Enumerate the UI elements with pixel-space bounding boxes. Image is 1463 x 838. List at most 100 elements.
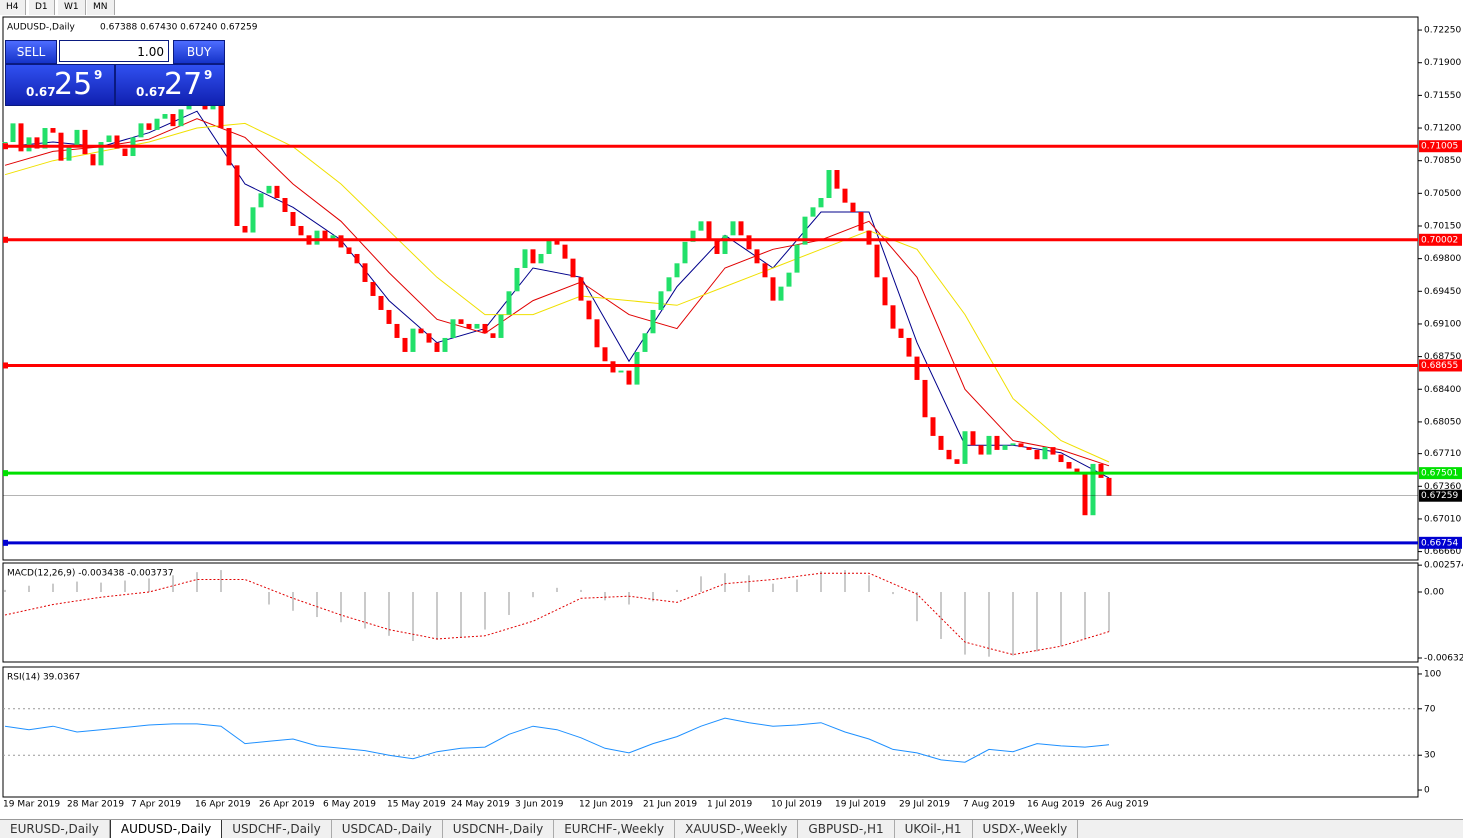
candle <box>722 235 728 254</box>
candle <box>594 319 600 348</box>
candle <box>530 249 536 264</box>
price-fraction: 9 <box>204 68 213 82</box>
candle <box>42 128 48 149</box>
candle <box>586 300 592 320</box>
level-tag <box>1419 536 1462 549</box>
timeframe-button[interactable]: W1 <box>58 0 86 15</box>
symbol-tab[interactable]: EURUSD-,Daily <box>0 820 110 838</box>
symbol-tab[interactable]: UKOil-,H1 <box>895 820 973 838</box>
candle <box>818 198 824 208</box>
candle <box>498 314 504 338</box>
y-tick-label: 0.69450 <box>1424 287 1461 297</box>
symbol-tab[interactable]: EURCHF-,Weekly <box>554 820 676 838</box>
candle <box>314 230 320 245</box>
candle <box>474 323 480 329</box>
y-tick-label: 100 <box>1424 669 1441 679</box>
level-label: 0.67259 <box>1421 491 1458 501</box>
level-handle <box>3 539 8 546</box>
y-tick-label: 0.67710 <box>1424 449 1461 459</box>
buy-button[interactable]: BUY <box>173 40 225 64</box>
candle <box>442 337 448 352</box>
panel-title: MACD(12,26,9) -0.003438 -0.003737 <box>7 569 173 579</box>
candle <box>82 129 88 155</box>
candle <box>426 333 432 343</box>
candle <box>866 230 872 245</box>
candle <box>378 295 384 310</box>
symbol-tab[interactable]: USDCNH-,Daily <box>443 820 555 838</box>
lots-input[interactable]: 1.00 <box>59 40 169 62</box>
y-tick-label: 0.69100 <box>1424 319 1461 329</box>
candle <box>186 104 192 110</box>
symbol-tab[interactable]: USDCHF-,Daily <box>222 820 332 838</box>
y-tick-label: 0.68400 <box>1424 385 1461 395</box>
candle <box>658 291 664 310</box>
candle <box>506 291 512 315</box>
candle <box>618 370 624 373</box>
candle <box>826 170 832 198</box>
x-tick-label: 26 Aug 2019 <box>1091 800 1149 810</box>
candle <box>842 188 848 203</box>
y-tick-label: 0.67010 <box>1424 514 1461 524</box>
candle <box>106 135 112 143</box>
symbol-tab[interactable]: USDCAD-,Daily <box>332 820 443 838</box>
candle <box>554 239 560 245</box>
symbol-tab[interactable]: USDX-,Weekly <box>973 820 1079 838</box>
candle <box>850 202 856 212</box>
candle <box>274 185 280 198</box>
sell-price[interactable]: 0.67 25 9 <box>5 64 115 106</box>
candle <box>626 370 632 385</box>
y-tick-label: 0.72250 <box>1424 26 1461 36</box>
candle <box>562 244 568 259</box>
level-label: 0.70002 <box>1421 235 1458 245</box>
candle <box>26 137 32 152</box>
candle <box>322 230 328 240</box>
candle <box>906 337 912 357</box>
candle <box>1018 443 1024 448</box>
y-tick-label: 0 <box>1424 786 1430 796</box>
candle <box>1002 445 1008 450</box>
candle <box>266 185 272 194</box>
candle <box>90 154 96 166</box>
candle <box>250 207 256 233</box>
x-tick-label: 19 Jul 2019 <box>835 800 886 810</box>
x-tick-label: 21 Jun 2019 <box>643 800 697 810</box>
buy-price[interactable]: 0.67 27 9 <box>115 64 225 106</box>
symbol-tab[interactable]: XAUUSD-,Weekly <box>675 820 799 838</box>
timeframe-button[interactable]: D1 <box>29 0 55 15</box>
y-tick-label: 0.68750 <box>1424 352 1461 362</box>
candle <box>138 123 144 138</box>
quote: 0.67388 0.67430 0.67240 0.67259 <box>100 23 258 33</box>
candle <box>946 449 952 460</box>
y-tick-label: 0.69800 <box>1424 254 1461 264</box>
candle <box>922 379 928 418</box>
candle <box>1098 463 1104 478</box>
candle <box>858 211 864 231</box>
symbol-tab[interactable]: GBPUSD-,H1 <box>798 820 895 838</box>
level-handle <box>3 236 8 243</box>
candle <box>1066 462 1072 469</box>
x-tick-label: 16 Apr 2019 <box>195 800 251 810</box>
candle <box>794 244 800 273</box>
candle <box>962 431 968 464</box>
candle <box>570 258 576 278</box>
candle <box>802 216 808 245</box>
candle <box>346 247 352 254</box>
y-tick-label: 0.002574 <box>1424 561 1463 571</box>
candle <box>330 235 336 240</box>
candle <box>778 286 784 301</box>
symbol-tab[interactable]: AUDUSD-,Daily <box>109 820 223 838</box>
level-tag <box>1419 467 1462 480</box>
sell-button[interactable]: SELL <box>5 40 57 64</box>
timeframe-button[interactable]: H4 <box>0 0 26 15</box>
candle <box>394 323 400 338</box>
candle <box>282 198 288 212</box>
candle <box>986 435 992 455</box>
panel-frame <box>2 16 1419 561</box>
x-tick-label: 7 Apr 2019 <box>131 800 181 810</box>
candle <box>874 244 880 278</box>
level-label: 0.66754 <box>1421 538 1458 548</box>
candle <box>466 323 472 329</box>
candle <box>490 333 496 338</box>
x-tick-label: 19 Mar 2019 <box>3 800 60 810</box>
timeframe-button[interactable]: MN <box>87 0 115 15</box>
